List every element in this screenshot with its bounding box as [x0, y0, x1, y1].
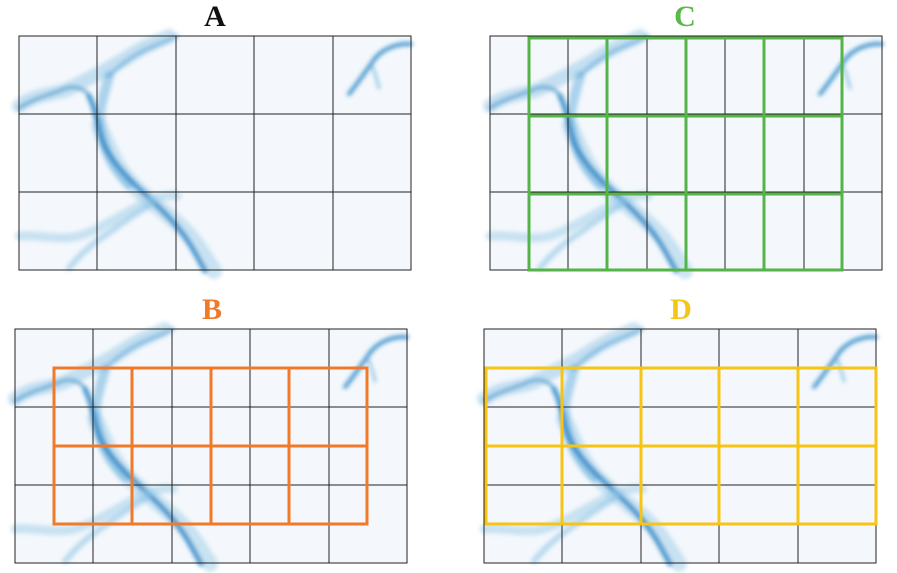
- panel-c: [490, 36, 882, 271]
- panel-d: [484, 329, 876, 564]
- panel-a: [19, 36, 411, 271]
- yellow-shifted-grid: [484, 366, 878, 526]
- panel-label-b: B: [201, 293, 222, 326]
- panel-label-a: A: [204, 0, 226, 33]
- green-shifted-grid: [527, 36, 844, 272]
- base-grid: [18, 35, 412, 271]
- orange-shifted-grid: [52, 366, 369, 526]
- panel-label-d: D: [670, 293, 692, 326]
- panel-b: [15, 329, 407, 564]
- panel-label-c: C: [674, 0, 696, 33]
